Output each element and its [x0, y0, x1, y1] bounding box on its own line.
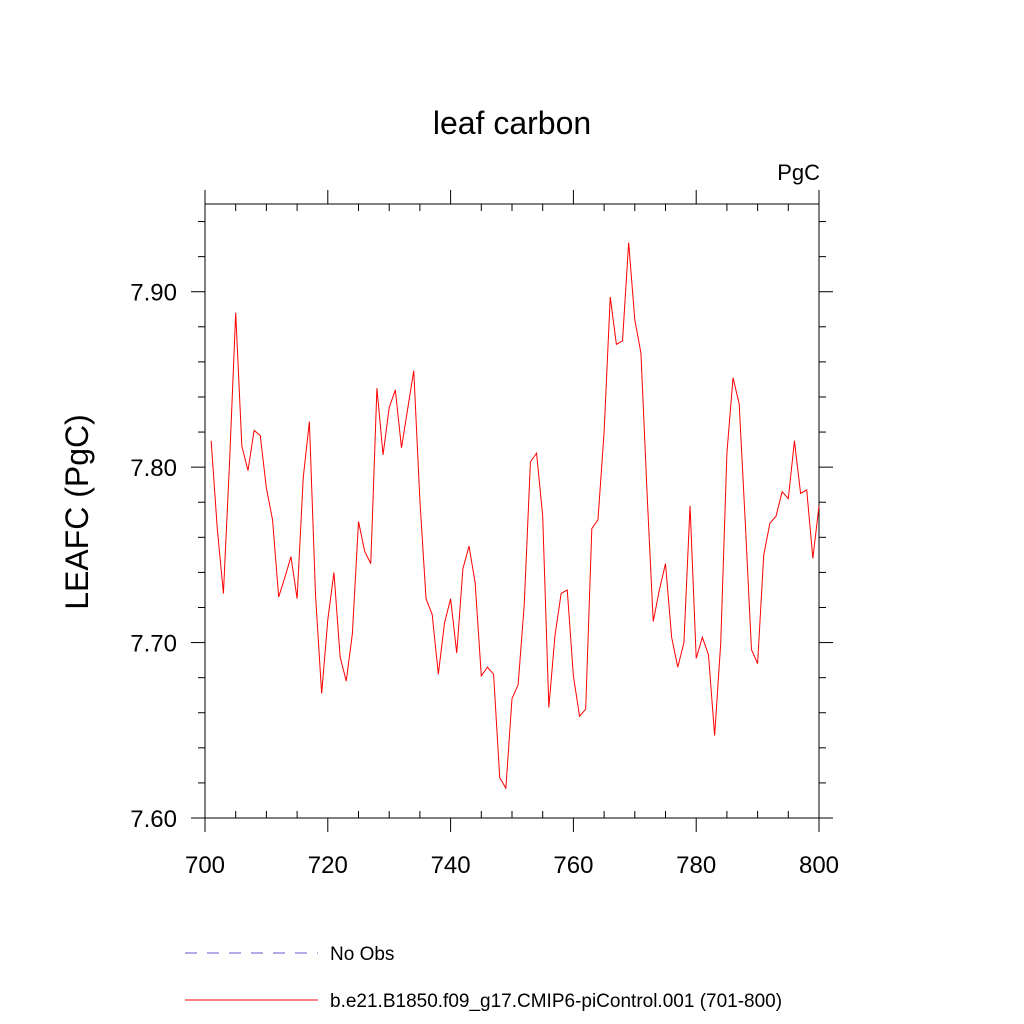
x-tick-label: 700	[185, 852, 225, 879]
y-tick-label: 7.60	[130, 806, 177, 833]
plot-frame	[204, 203, 820, 819]
legend: No Obs b.e21.B1850.f09_g17.CMIP6-piContro…	[185, 944, 782, 1012]
series-line-1	[210, 242, 820, 790]
x-tick-label: 720	[308, 852, 348, 879]
plot-area: 700 720 740 760 780 800 7.60 7.70 7.80 7.90	[130, 190, 839, 879]
x-tick-label: 740	[431, 852, 471, 879]
x-tick-label: 760	[553, 852, 593, 879]
y-axis-label: LEAFC (PgC)	[59, 414, 95, 610]
chart-title: leaf carbon	[433, 105, 591, 141]
units-label: PgC	[777, 160, 820, 185]
x-tick-label: 800	[799, 852, 839, 879]
legend-item: No Obs	[185, 944, 394, 965]
y-tick-label: 7.90	[130, 280, 177, 307]
y-tick-label: 7.80	[130, 455, 177, 482]
legend-item: b.e21.B1850.f09_g17.CMIP6-piControl.001 …	[185, 991, 782, 1012]
legend-label: No Obs	[330, 944, 394, 965]
legend-label: b.e21.B1850.f09_g17.CMIP6-piControl.001 …	[330, 991, 782, 1012]
y-tick-label: 7.70	[130, 631, 177, 658]
x-tick-label: 780	[676, 852, 716, 879]
